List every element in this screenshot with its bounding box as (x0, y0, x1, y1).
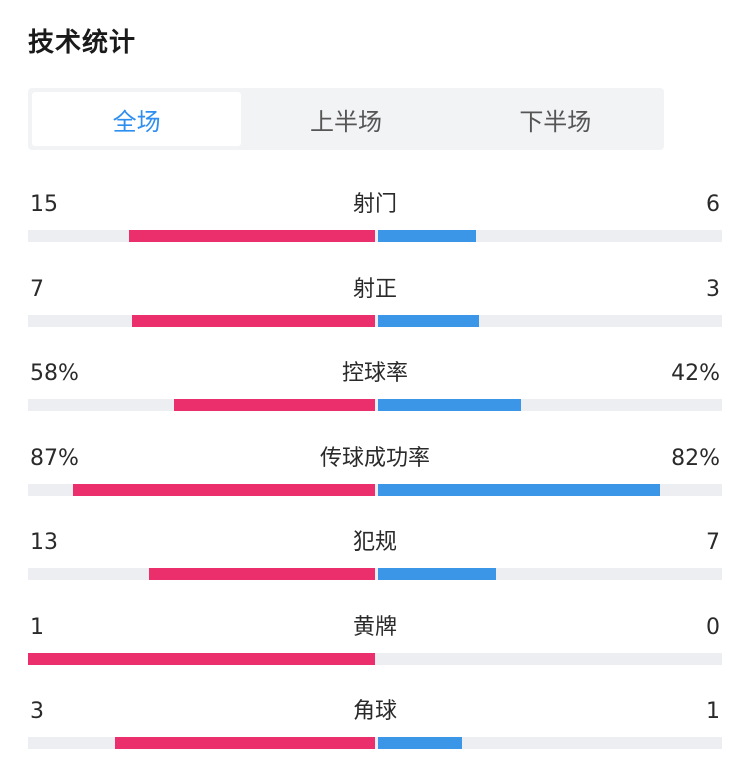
page-title: 技术统计 (28, 28, 137, 58)
stat-label: 角球 (352, 699, 397, 724)
home-value: 87% (30, 445, 79, 471)
away-value: 3 (706, 276, 720, 302)
home-value: 7 (30, 276, 44, 302)
stat-row: 87% 传球成功率 82% (28, 444, 722, 514)
away-value: 42% (671, 361, 720, 386)
home-bar (28, 652, 375, 665)
home-bar (73, 483, 375, 496)
stat-bar-track (28, 652, 722, 665)
stat-row: 7 射正 3 (28, 275, 722, 345)
stat-row: 58% 控球率 42% (28, 359, 722, 429)
stat-bar-track (28, 737, 722, 749)
stat-bar-track (28, 230, 722, 242)
period-tabs: 全场 上半场 下半场 (28, 88, 664, 150)
stat-bar-track (28, 483, 722, 496)
stat-label: 射正 (352, 276, 397, 302)
home-value: 15 (30, 192, 58, 217)
stat-bar-track (28, 399, 722, 411)
stat-row: 15 射门 6 (28, 190, 722, 260)
home-bar (129, 230, 375, 242)
away-value: 1 (706, 699, 720, 724)
home-value: 1 (30, 614, 44, 640)
away-bar (378, 314, 479, 327)
home-bar (115, 737, 375, 749)
away-value: 0 (706, 614, 720, 640)
away-bar (378, 568, 496, 580)
stat-bar-track (28, 314, 722, 327)
home-value: 13 (30, 530, 58, 555)
stat-bar-track (28, 568, 722, 580)
stat-row: 3 角球 1 (28, 697, 722, 767)
home-bar (174, 399, 375, 411)
stat-label: 控球率 (341, 361, 408, 386)
away-bar (378, 483, 660, 496)
tab-first-half[interactable]: 上半场 (309, 107, 382, 136)
away-bar (378, 737, 462, 749)
home-value: 3 (30, 699, 44, 724)
away-value: 7 (706, 530, 720, 555)
stat-label: 传球成功率 (319, 445, 430, 471)
stat-label: 射门 (352, 192, 397, 217)
home-value: 58% (30, 361, 79, 386)
tab-full-match[interactable]: 全场 (32, 92, 242, 146)
home-bar (132, 314, 375, 327)
stat-row: 1 黄牌 0 (28, 613, 722, 683)
home-bar (149, 568, 375, 580)
away-value: 6 (706, 192, 720, 217)
stat-row: 13 犯规 7 (28, 528, 722, 598)
stat-label: 黄牌 (352, 614, 397, 640)
stat-label: 犯规 (352, 530, 397, 555)
tab-second-half[interactable]: 下半场 (519, 107, 592, 136)
away-value: 82% (671, 445, 720, 471)
away-bar (378, 230, 476, 242)
away-bar (378, 399, 521, 411)
